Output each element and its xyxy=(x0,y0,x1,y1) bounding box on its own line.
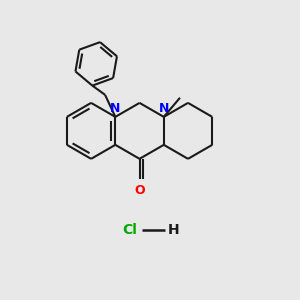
Text: N: N xyxy=(159,101,169,115)
Text: O: O xyxy=(134,184,145,197)
Text: Cl: Cl xyxy=(122,223,137,236)
Text: H: H xyxy=(168,223,179,236)
Text: N: N xyxy=(110,101,121,115)
